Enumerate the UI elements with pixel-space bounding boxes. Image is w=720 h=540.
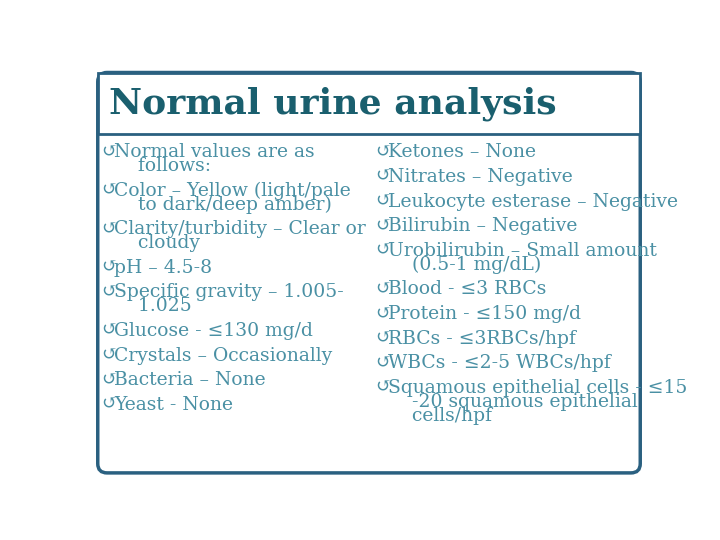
Text: ↺: ↺ xyxy=(102,322,117,340)
Text: to dark/deep amber): to dark/deep amber) xyxy=(114,195,332,214)
Text: ↺: ↺ xyxy=(375,330,391,348)
Text: 1.025: 1.025 xyxy=(114,298,192,315)
Text: Blood - ≤3 RBCs: Blood - ≤3 RBCs xyxy=(387,280,546,299)
Text: WBCs - ≤2-5 WBCs/hpf: WBCs - ≤2-5 WBCs/hpf xyxy=(387,354,611,372)
Text: ↺: ↺ xyxy=(102,347,117,364)
Text: -20 squamous epithelial: -20 squamous epithelial xyxy=(387,393,637,411)
Text: ↺: ↺ xyxy=(102,372,117,389)
FancyBboxPatch shape xyxy=(98,72,640,134)
Text: cloudy: cloudy xyxy=(114,234,200,252)
Text: Squamous epithelial cells - ≤15: Squamous epithelial cells - ≤15 xyxy=(387,379,687,397)
Text: RBCs - ≤3RBCs/hpf: RBCs - ≤3RBCs/hpf xyxy=(387,330,575,348)
Text: cells/hpf: cells/hpf xyxy=(387,407,492,424)
Text: ↺: ↺ xyxy=(375,193,391,211)
Text: ↺: ↺ xyxy=(375,305,391,323)
Text: Bilirubin – Negative: Bilirubin – Negative xyxy=(387,217,577,235)
Text: Glucose - ≤130 mg/d: Glucose - ≤130 mg/d xyxy=(114,322,313,340)
Text: ↺: ↺ xyxy=(102,396,117,414)
Text: Protein - ≤150 mg/d: Protein - ≤150 mg/d xyxy=(387,305,580,323)
Text: ↺: ↺ xyxy=(375,168,391,186)
Text: Ketones – None: Ketones – None xyxy=(387,143,536,161)
Text: (0.5-1 mg/dL): (0.5-1 mg/dL) xyxy=(387,256,541,274)
Text: Nitrates – Negative: Nitrates – Negative xyxy=(387,168,572,186)
Text: ↺: ↺ xyxy=(375,242,391,260)
Text: Color – Yellow (light/pale: Color – Yellow (light/pale xyxy=(114,182,351,200)
FancyBboxPatch shape xyxy=(98,72,640,473)
Text: Clarity/turbidity – Clear or: Clarity/turbidity – Clear or xyxy=(114,220,366,238)
Text: ↺: ↺ xyxy=(375,280,391,299)
Text: ↺: ↺ xyxy=(375,354,391,372)
Text: Leukocyte esterase – Negative: Leukocyte esterase – Negative xyxy=(387,193,678,211)
Text: Specific gravity – 1.005-: Specific gravity – 1.005- xyxy=(114,284,343,301)
Text: follows:: follows: xyxy=(114,157,211,175)
Text: Yeast - None: Yeast - None xyxy=(114,396,233,414)
Text: ↺: ↺ xyxy=(102,182,117,200)
Text: ↺: ↺ xyxy=(375,217,391,235)
Text: Urobilirubin – Small amount: Urobilirubin – Small amount xyxy=(387,242,657,260)
Text: Bacteria – None: Bacteria – None xyxy=(114,372,266,389)
Text: ↺: ↺ xyxy=(102,284,117,301)
Text: Crystals – Occasionally: Crystals – Occasionally xyxy=(114,347,332,364)
Text: ↺: ↺ xyxy=(102,259,117,277)
Text: pH – 4.5-8: pH – 4.5-8 xyxy=(114,259,212,277)
Text: ↺: ↺ xyxy=(102,143,117,161)
Text: Normal urine analysis: Normal urine analysis xyxy=(109,86,557,120)
Text: ↺: ↺ xyxy=(375,143,391,161)
Text: ↺: ↺ xyxy=(102,220,117,238)
Text: Normal values are as: Normal values are as xyxy=(114,143,315,161)
Text: ↺: ↺ xyxy=(375,379,391,397)
